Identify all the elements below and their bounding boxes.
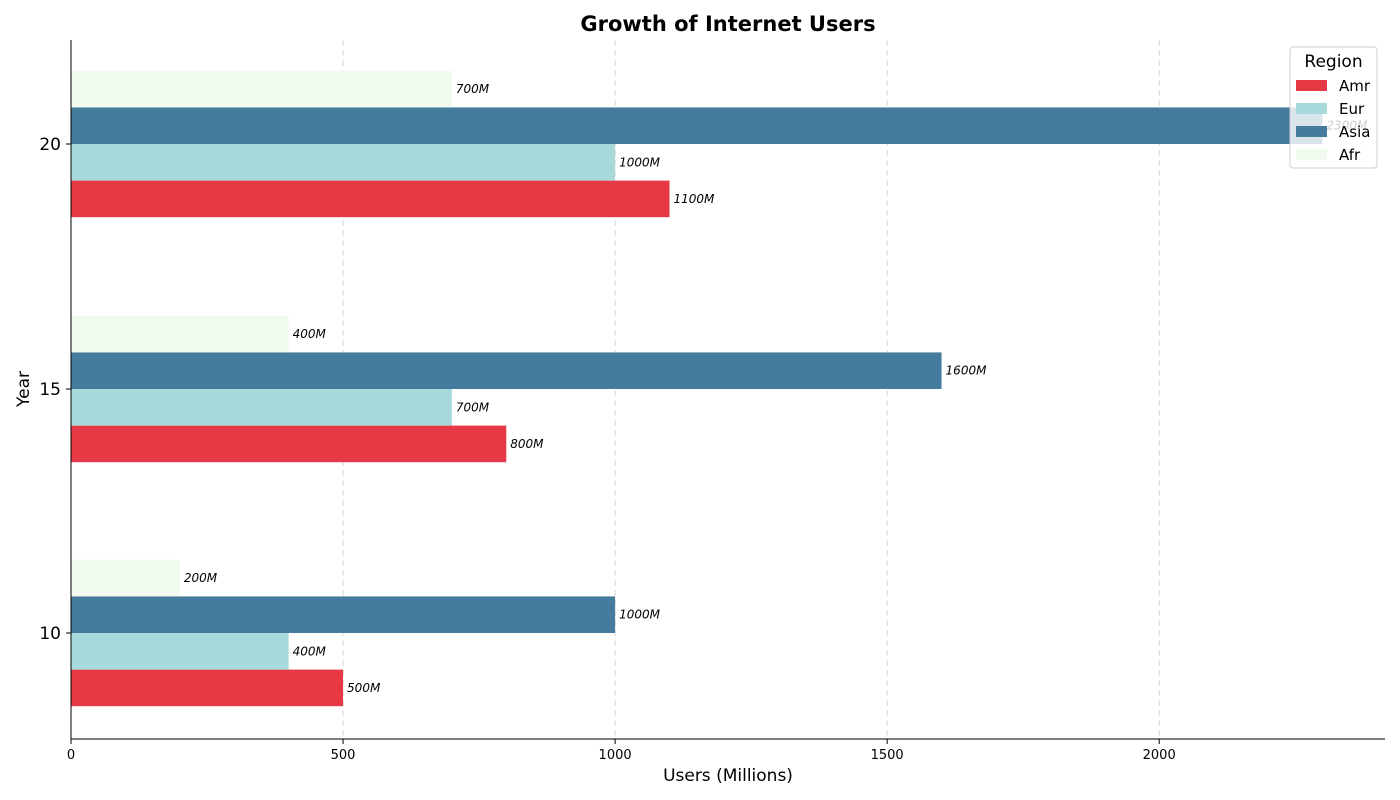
bar-afr-10 <box>71 559 180 597</box>
bars <box>71 70 1323 707</box>
data-label: 1100M <box>674 192 716 206</box>
legend-swatch-afr <box>1296 149 1327 160</box>
y-axis-label: Year <box>14 371 34 408</box>
data-label: 400M <box>293 327 327 341</box>
x-tick-label: 500 <box>331 748 356 763</box>
bar-amr-15 <box>71 425 507 463</box>
legend-title: Region <box>1304 52 1362 72</box>
data-label: 1000M <box>619 608 661 622</box>
data-label: 800M <box>510 437 544 451</box>
bar-afr-15 <box>71 315 289 353</box>
data-label: 200M <box>184 571 218 585</box>
legend-label-asia: Asia <box>1339 123 1370 141</box>
bar-eur-10 <box>71 633 289 670</box>
legend-label-amr: Amr <box>1339 77 1371 95</box>
x-tick-label: 1000 <box>599 748 632 763</box>
x-tick-label: 2000 <box>1143 748 1176 763</box>
y-tick-label: 10 <box>39 624 61 644</box>
legend-swatch-eur <box>1296 103 1327 114</box>
bar-amr-20 <box>71 180 670 218</box>
legend-swatch-asia <box>1296 126 1327 137</box>
bar-eur-15 <box>71 389 452 426</box>
bar-eur-20 <box>71 144 616 181</box>
data-label: 1000M <box>619 155 661 169</box>
bar-asia-20 <box>71 107 1323 144</box>
data-label: 1600M <box>946 364 988 378</box>
data-label: 500M <box>347 681 381 695</box>
legend-frame <box>1289 46 1378 169</box>
data-label: 700M <box>456 400 490 414</box>
legend-label-afr: Afr <box>1339 146 1361 164</box>
data-labels: 500M 400M 1000M 200M 800M 700M 1600M 400M 1100M 1… <box>184 82 1368 695</box>
bar-asia-15 <box>71 352 942 389</box>
x-ticks: 0 500 1000 1500 2000 <box>67 739 1176 763</box>
data-label: 700M <box>456 82 490 96</box>
data-label: 400M <box>293 644 327 658</box>
bar-amr-10 <box>71 669 344 707</box>
bar-asia-10 <box>71 596 616 633</box>
chart-title: Growth of Internet Users <box>580 12 875 36</box>
x-axis-label: Users (Millions) <box>663 766 793 786</box>
legend-swatch-amr <box>1296 80 1327 91</box>
bar-afr-20 <box>71 70 452 108</box>
y-ticks: 10 15 20 <box>39 135 71 644</box>
x-tick-label: 1500 <box>871 748 904 763</box>
legend-label-eur: Eur <box>1339 100 1365 118</box>
y-tick-label: 20 <box>39 135 61 155</box>
legend: Region Amr Eur Asia Afr <box>1289 46 1378 169</box>
y-tick-label: 15 <box>39 380 61 400</box>
x-tick-label: 0 <box>67 748 75 763</box>
